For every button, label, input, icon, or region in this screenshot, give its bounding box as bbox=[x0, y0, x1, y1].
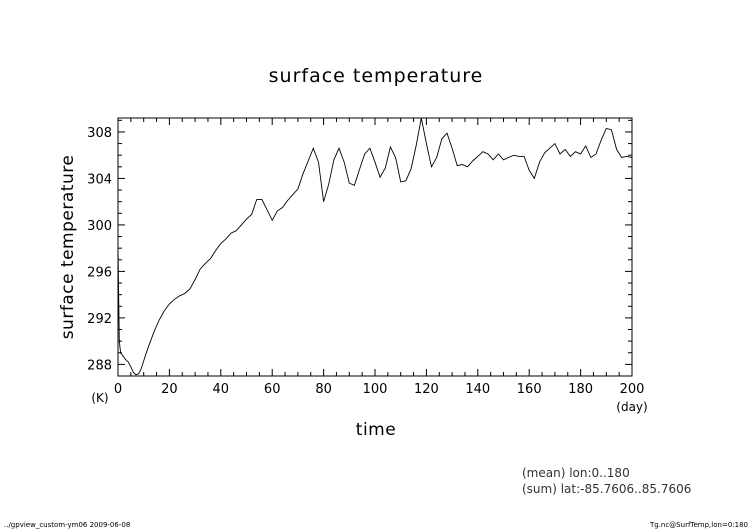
x-tick-label: 20 bbox=[161, 382, 178, 397]
plot-frame bbox=[117, 117, 633, 377]
chart-title: surface temperature bbox=[269, 65, 484, 87]
y-axis: 288 292 296 300 304 308 bbox=[87, 119, 632, 377]
x-tick-label: 80 bbox=[315, 382, 332, 397]
x-axis-label: time bbox=[356, 420, 396, 440]
x-unit-label: (day) bbox=[616, 400, 647, 414]
x-tick-label: 120 bbox=[414, 382, 439, 397]
x-tick-label: 100 bbox=[363, 382, 388, 397]
series-line bbox=[118, 118, 632, 376]
annotation-sum: (sum) lat:-85.7606..85.7606 bbox=[522, 482, 691, 496]
annotation-mean: (mean) lon:0..180 bbox=[522, 466, 630, 480]
x-tick-label: 140 bbox=[465, 382, 490, 397]
footer-left: ../gpview_custom-ym06 2009-06-08 bbox=[4, 521, 130, 529]
x-tick-label: 180 bbox=[568, 382, 593, 397]
x-tick-label: 40 bbox=[213, 382, 230, 397]
x-axis: 0 20 40 60 80 100 120 140 160 180 200 bbox=[114, 118, 645, 397]
y-tick-label: 308 bbox=[87, 126, 112, 141]
x-tick-label: 200 bbox=[620, 382, 645, 397]
plot-area bbox=[117, 117, 633, 377]
y-tick-label: 296 bbox=[87, 265, 112, 280]
x-tick-label: 0 bbox=[114, 382, 122, 397]
footer-right: Tg.nc@SurfTemp,lon=0:180 bbox=[649, 521, 748, 529]
y-tick-label: 292 bbox=[87, 312, 112, 327]
y-unit-label: (K) bbox=[91, 391, 108, 405]
y-tick-label: 300 bbox=[87, 219, 112, 234]
y-axis-label: surface temperature bbox=[58, 155, 78, 340]
y-tick-label: 288 bbox=[87, 358, 112, 373]
x-tick-label: 160 bbox=[517, 382, 542, 397]
y-tick-label: 304 bbox=[87, 172, 112, 187]
x-tick-label: 60 bbox=[264, 382, 281, 397]
